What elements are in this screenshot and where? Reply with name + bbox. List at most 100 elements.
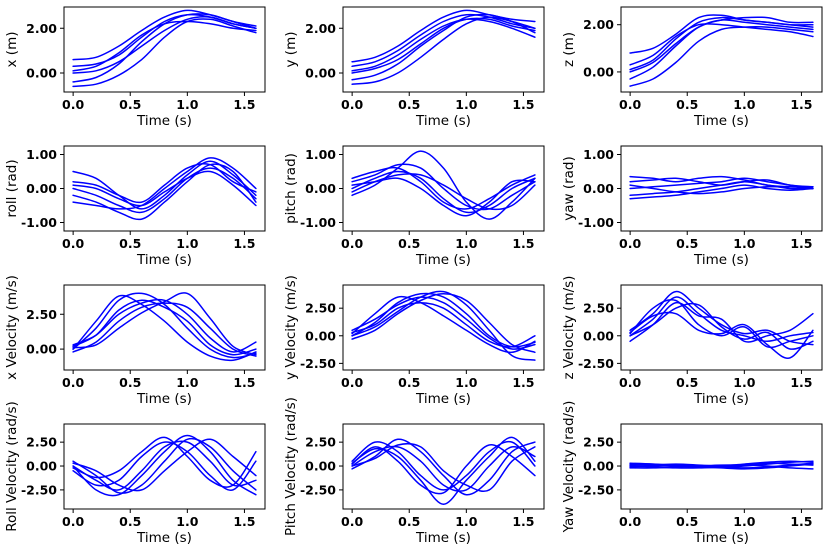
series-line-3 — [72, 302, 257, 357]
x-tick-label: 1.5 — [790, 97, 812, 112]
x-tick-label: 1.5 — [233, 97, 255, 112]
x-tick-label: 0.0 — [62, 375, 84, 390]
y-tick-label: 2.50 — [26, 307, 57, 322]
y-tick-label: -2.50 — [300, 356, 336, 371]
series-line-3 — [629, 301, 814, 343]
y-tick-label: 1.00 — [583, 147, 614, 162]
series-line-6 — [72, 170, 257, 207]
x-axis-label: Time (s) — [136, 530, 192, 546]
y-tick-label: 0.00 — [583, 181, 614, 196]
y-tick-label: 2.50 — [26, 435, 57, 450]
series-line-6 — [72, 20, 257, 72]
subplot-7: 0.0 0.5 1.0 1.5 0.00 2.50 Time (s) x Velocity (… — [4, 275, 266, 407]
series-line-3 — [629, 464, 814, 470]
x-tick-label: 0.5 — [676, 236, 698, 251]
axes-frame — [63, 284, 266, 371]
series-line-4 — [72, 9, 257, 61]
y-axis-label: yaw (rad) — [561, 156, 577, 221]
y-tick-label: 0.00 — [583, 64, 614, 79]
series-line-5 — [629, 302, 814, 350]
y-axis-label: z (m) — [561, 32, 577, 67]
x-tick-label: 0.5 — [676, 514, 698, 529]
x-tick-label: 1.5 — [512, 514, 534, 529]
subplot-8: 0.0 0.5 1.0 1.5 -2.50 0.00 2.50 Time (s) y Veloc… — [283, 275, 545, 407]
y-axis-label: Pitch Velocity (rad/s) — [283, 397, 299, 536]
series-line-4 — [351, 166, 536, 210]
series-line-4 — [351, 9, 536, 63]
series-line-6 — [629, 460, 814, 468]
series-line-3 — [72, 13, 257, 68]
series-line-3 — [72, 163, 257, 221]
series-line-6 — [351, 301, 536, 348]
y-axis-label: z Velocity (m/s) — [561, 276, 577, 380]
x-tick-label: 0.0 — [62, 514, 84, 529]
series-line-2 — [72, 167, 257, 214]
x-tick-label: 0.0 — [619, 97, 641, 112]
y-axis-label: y Velocity (m/s) — [283, 275, 299, 380]
y-axis-label: Roll Velocity (rad/s) — [4, 401, 20, 532]
x-tick-label: 1.5 — [233, 375, 255, 390]
x-tick-label: 1.5 — [233, 236, 255, 251]
series-line-4 — [72, 163, 257, 204]
x-tick-label: 0.5 — [398, 514, 420, 529]
series-line-2 — [72, 437, 257, 494]
series-line-1 — [351, 292, 536, 348]
subplot-12: 0.0 0.5 1.0 1.5 -2.50 0.00 2.50 Time (s) Yaw Vel… — [561, 401, 823, 546]
series-line-2 — [351, 170, 536, 214]
y-axis-label: Yaw Velocity (rad/s) — [561, 401, 577, 534]
x-tick-label: 0.5 — [119, 514, 141, 529]
y-tick-label: 0.00 — [26, 65, 57, 80]
series-line-2 — [629, 177, 814, 190]
series-line-6 — [72, 436, 257, 488]
x-axis-label: Time (s) — [693, 391, 749, 407]
subplot-3: 0.0 0.5 1.0 1.5 0.00 2.00 Time (s) z (m) — [561, 6, 823, 129]
axes-frame — [342, 284, 545, 371]
y-axis-label: y (m) — [283, 32, 299, 68]
x-axis-label: Time (s) — [693, 252, 749, 268]
y-tick-label: 1.00 — [26, 147, 57, 162]
series-line-5 — [351, 16, 536, 85]
series-group — [72, 157, 257, 221]
subplot-1: 0.0 0.5 1.0 1.5 0.00 2.00 Time (s) x (m) — [4, 6, 266, 129]
x-tick-label: 0.5 — [119, 236, 141, 251]
y-tick-label: -2.50 — [578, 482, 614, 497]
x-tick-label: 1.5 — [790, 514, 812, 529]
x-tick-label: 0.0 — [341, 375, 363, 390]
y-tick-label: 0.00 — [26, 459, 57, 474]
y-tick-label: 2.50 — [583, 435, 614, 450]
series-line-5 — [351, 442, 536, 493]
x-tick-label: 0.0 — [341, 97, 363, 112]
x-tick-label: 0.5 — [676, 97, 698, 112]
x-tick-label: 1.0 — [176, 97, 198, 112]
y-tick-label: -1.00 — [300, 215, 336, 230]
x-tick-label: 1.5 — [790, 236, 812, 251]
series-group — [351, 290, 536, 361]
x-axis-label: Time (s) — [136, 113, 192, 129]
x-tick-label: 0.0 — [62, 97, 84, 112]
series-line-3 — [351, 13, 536, 68]
series-line-6 — [351, 177, 536, 217]
series-group — [351, 436, 536, 505]
y-axis-label: pitch (rad) — [283, 153, 299, 224]
series-line-1 — [72, 440, 257, 491]
x-tick-label: 1.0 — [176, 514, 198, 529]
x-tick-label: 0.5 — [398, 236, 420, 251]
series-line-1 — [351, 163, 536, 211]
series-line-2 — [351, 440, 536, 491]
x-tick-label: 1.0 — [733, 375, 755, 390]
y-tick-label: -2.50 — [300, 482, 336, 497]
x-tick-label: 1.0 — [176, 375, 198, 390]
x-axis-label: Time (s) — [136, 252, 192, 268]
y-tick-label: -2.50 — [578, 356, 614, 371]
x-tick-label: 0.0 — [619, 514, 641, 529]
series-line-2 — [72, 298, 257, 353]
x-tick-label: 1.5 — [512, 236, 534, 251]
series-line-5 — [629, 463, 814, 470]
y-tick-label: 2.00 — [583, 17, 614, 32]
x-tick-label: 1.0 — [733, 97, 755, 112]
subplot-11: 0.0 0.5 1.0 1.5 -2.50 0.00 2.50 Time (s) Pitch V… — [283, 397, 545, 546]
y-tick-label: -2.50 — [21, 482, 57, 497]
series-line-3 — [351, 438, 536, 496]
y-tick-label: -1.00 — [578, 215, 614, 230]
